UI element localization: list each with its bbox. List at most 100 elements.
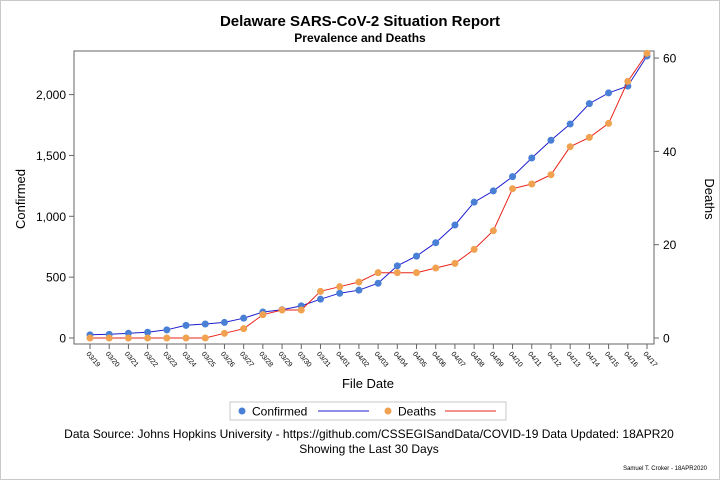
series-deaths-point: [374, 269, 382, 277]
x-tick-label: 03/19: [84, 351, 101, 369]
y-tick-label: 1,500: [36, 149, 66, 163]
x-tick-label: 03/29: [277, 351, 294, 369]
x-axis-label: File Date: [342, 376, 394, 391]
y-axis-right: 0 20 40 60: [654, 52, 677, 346]
series-deaths: [86, 49, 651, 342]
x-tick-label: 04/16: [622, 351, 639, 369]
x-tick-label: 04/12: [545, 351, 562, 369]
series-deaths-point: [470, 245, 478, 253]
x-tick-label: 04/15: [603, 351, 620, 369]
series-confirmed-point: [489, 187, 497, 195]
series-confirmed-point: [316, 295, 324, 303]
series-deaths-point: [528, 180, 536, 188]
x-tick-label: 04/07: [449, 351, 466, 369]
x-tick-label: 03/21: [123, 351, 140, 369]
x-tick-label: 04/10: [507, 351, 524, 369]
y-tick-label: 500: [46, 271, 66, 285]
series-deaths-line: [90, 53, 648, 339]
credit: Samuel T. Croker - 18APR2020: [623, 466, 708, 472]
series-deaths-point: [124, 334, 132, 342]
series-confirmed-point: [336, 289, 344, 297]
y2-tick-label: 0: [663, 332, 670, 346]
series-confirmed-point: [201, 320, 209, 328]
x-tick-label: 03/23: [161, 351, 178, 369]
y2-tick-label: 40: [663, 145, 677, 159]
y-tick-label: 0: [59, 332, 66, 346]
series-deaths-point: [144, 334, 152, 342]
x-tick-label: 04/06: [430, 351, 447, 369]
series-confirmed-point: [393, 262, 401, 270]
series-confirmed-point: [470, 198, 478, 206]
series-confirmed-point: [182, 321, 190, 329]
series-deaths-point: [163, 334, 171, 342]
series-deaths-point: [240, 325, 248, 333]
series-deaths-point: [413, 269, 421, 277]
series-confirmed-point: [547, 136, 555, 144]
chart-title: Delaware SARS-CoV-2 Situation Report: [220, 13, 500, 30]
x-tick-label: 04/05: [411, 351, 428, 369]
series-confirmed-point: [585, 100, 593, 108]
footnote-source: Data Source: Johns Hopkins University - …: [64, 427, 674, 441]
chart-subtitle: Prevalence and Deaths: [294, 31, 426, 45]
x-tick-label: 04/03: [373, 351, 390, 369]
x-tick-label: 04/01: [334, 351, 351, 369]
series-deaths-point: [278, 306, 286, 314]
series-deaths-point: [297, 306, 305, 314]
legend: Confirmed Deaths: [229, 401, 507, 421]
series-deaths-point: [259, 311, 267, 319]
series-deaths-point: [105, 334, 113, 342]
x-tick-label: 03/28: [257, 351, 274, 369]
x-tick-label: 04/08: [469, 351, 486, 369]
series-confirmed-point: [144, 328, 152, 336]
series-confirmed-point: [163, 326, 171, 334]
series-confirmed-point: [566, 120, 574, 128]
y2-tick-label: 60: [663, 52, 677, 66]
x-tick-label: 03/30: [296, 351, 313, 369]
x-tick-label: 03/22: [142, 351, 159, 369]
x-tick-label: 04/13: [565, 351, 582, 369]
series-confirmed-point: [374, 279, 382, 287]
y2-tick-label: 20: [663, 238, 677, 252]
x-tick-label: 04/17: [641, 351, 658, 369]
x-tick-label: 03/24: [181, 351, 198, 369]
footnote-window: Showing the Last 30 Days: [299, 442, 438, 456]
series-deaths-point: [489, 227, 497, 235]
series-confirmed-point: [413, 252, 421, 260]
x-axis: 03/19 03/20 03/21 03/22 03/23 03/24 03/25 03/26…: [84, 344, 658, 369]
series-confirmed: [86, 52, 651, 339]
x-tick-label: 03/26: [219, 351, 236, 369]
series-deaths-point: [86, 334, 94, 342]
series-deaths-point: [355, 278, 363, 286]
series-deaths-point: [336, 283, 344, 291]
x-tick-label: 03/31: [315, 351, 332, 369]
series-deaths-point: [547, 171, 555, 179]
legend-marker-confirmed: [238, 407, 246, 415]
series-deaths-point: [566, 143, 574, 151]
x-tick-label: 04/04: [392, 351, 409, 369]
y-axis-label: Confirmed: [13, 169, 28, 229]
x-tick-label: 03/20: [104, 351, 121, 369]
series-confirmed-point: [605, 89, 613, 97]
y-tick-label: 1,000: [36, 210, 66, 224]
legend-box: [229, 401, 507, 421]
x-tick-label: 04/14: [584, 351, 601, 369]
legend-marker-deaths: [384, 407, 392, 415]
series-confirmed-point: [451, 221, 459, 229]
plot-area: [73, 50, 655, 345]
series-confirmed-point: [240, 314, 248, 322]
legend-label-deaths: Deaths: [398, 405, 436, 419]
series-deaths-point: [624, 77, 632, 85]
x-tick-label: 04/02: [353, 351, 370, 369]
series-deaths-point: [316, 287, 324, 295]
series-deaths-point: [585, 133, 593, 141]
legend-label-confirmed: Confirmed: [252, 405, 307, 419]
series-confirmed-line: [89, 55, 648, 336]
series-confirmed-point: [432, 239, 440, 247]
x-tick-label: 03/27: [238, 351, 255, 369]
series-deaths-point: [432, 264, 440, 272]
series-deaths-point: [201, 334, 209, 342]
y-tick-label: 2,000: [36, 88, 66, 102]
y-axis-left: 0 500 1,000 1,500 2,000: [36, 88, 74, 346]
